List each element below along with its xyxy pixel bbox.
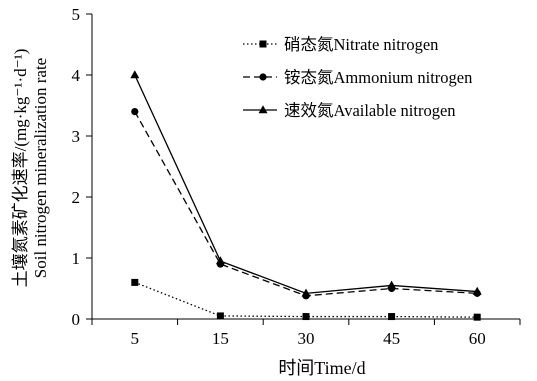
series-2 (130, 70, 482, 297)
y-axis-title-group: 土壤氮素矿化速率/(mg·kg⁻¹·d⁻¹) Soil nitrogen min… (10, 49, 50, 288)
data-point (387, 280, 397, 289)
data-point (473, 313, 481, 321)
x-axis-title: 时间Time/d (278, 358, 365, 378)
data-point (216, 312, 224, 320)
legend-marker (258, 105, 268, 114)
legend-entry: 铵态氮Ammonium nitrogen (243, 68, 472, 87)
legend: 硝态氮Nitrate nitrogen 铵态氮Ammonium nitrogen 速… (243, 35, 472, 120)
y-axis-title-zh: 土壤氮素矿化速率/(mg·kg⁻¹·d⁻¹) (10, 49, 30, 288)
legend-entry: 硝态氮Nitrate nitrogen (243, 35, 438, 54)
series-line (134, 111, 478, 297)
y-tick-label: 4 (72, 66, 81, 85)
data-point (131, 278, 139, 286)
data-point (302, 313, 310, 321)
data-point (388, 313, 396, 321)
series-layer (130, 70, 482, 321)
y-tick-label: 1 (72, 249, 81, 268)
data-point (130, 70, 140, 79)
x-tick-label: 30 (298, 329, 315, 348)
y-tick-label: 5 (72, 5, 81, 24)
y-tick-label: 2 (72, 188, 81, 207)
legend-entry: 速效氮Available nitrogen (243, 101, 456, 120)
x-tick-label: 15 (212, 329, 229, 348)
legend-label: 硝态氮Nitrate nitrogen (284, 35, 438, 54)
data-point (301, 288, 311, 297)
data-point (472, 286, 482, 295)
y-tick-label: 3 (72, 127, 81, 146)
x-tick-label: 45 (383, 329, 400, 348)
x-tick-label: 60 (469, 329, 486, 348)
series-line (134, 281, 478, 318)
legend-label: 速效氮Available nitrogen (284, 101, 456, 120)
legend-marker (259, 40, 267, 48)
data-point (215, 256, 225, 265)
series-1 (131, 108, 481, 300)
legend-label: 铵态氮Ammonium nitrogen (284, 68, 472, 87)
y-axis-title-en: Soil nitrogen mineralization rate (31, 58, 50, 278)
data-point (131, 108, 139, 116)
y-tick-label: 0 (72, 310, 81, 329)
series-0 (131, 278, 481, 321)
x-tick-label: 5 (131, 329, 140, 348)
legend-marker (259, 73, 267, 81)
